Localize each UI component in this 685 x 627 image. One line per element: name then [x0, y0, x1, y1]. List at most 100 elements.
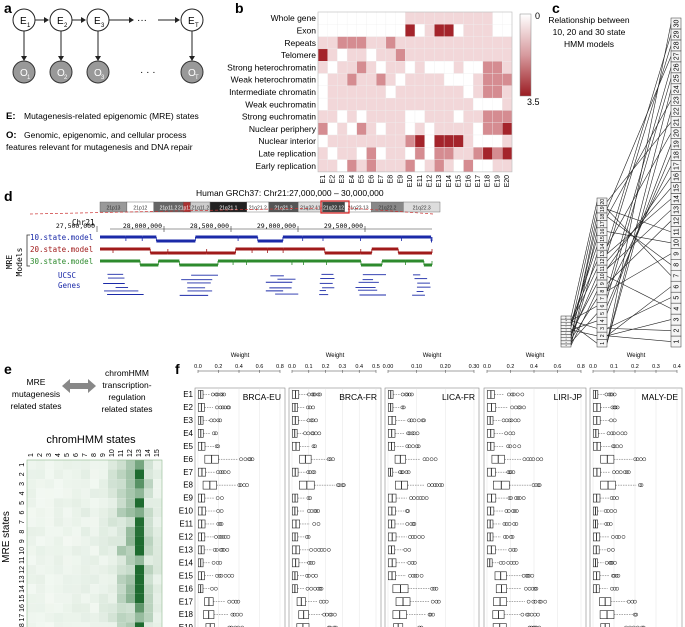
- e-heat-cell: [81, 545, 90, 556]
- e-heat-cell: [117, 507, 126, 518]
- heatmap-cell: [463, 61, 474, 74]
- heatmap-cell: [414, 73, 425, 86]
- box-outlier: [539, 599, 543, 604]
- state-box-label: 2: [673, 329, 680, 333]
- box-outlier: [312, 470, 317, 475]
- e-col-label: 13: [136, 449, 143, 457]
- e-heat-cell: [117, 479, 126, 489]
- e-heat-cell: [126, 498, 135, 508]
- e-heat-cell: [135, 517, 144, 527]
- e-col-label: 1: [28, 453, 35, 457]
- box-outlier: [531, 599, 536, 604]
- e-heat-cell: [45, 517, 54, 527]
- box-outlier: [212, 418, 217, 423]
- box-outlier: [322, 548, 327, 552]
- box-outlier: [234, 599, 238, 604]
- e-heat-cell: [90, 498, 99, 508]
- e-heat-cell: [81, 612, 90, 623]
- e-right-3: regulation: [108, 392, 146, 402]
- ideogram-band: [403, 201, 441, 213]
- heatmap-cell: [453, 24, 464, 37]
- heatmap-cell: [502, 97, 513, 111]
- e-heat-cell: [45, 593, 54, 604]
- box-outlier: [520, 612, 525, 617]
- state-box-label: 7: [600, 297, 606, 300]
- e-heat-cell: [99, 593, 108, 604]
- e-heat-cell: [72, 593, 81, 604]
- box-outlier: [503, 535, 507, 539]
- heatmap-cell: [346, 147, 357, 160]
- heatmap-cell: [482, 122, 493, 136]
- e-col-label: 11: [118, 450, 125, 457]
- e-heat-cell: [54, 536, 63, 546]
- state-node-label: E: [188, 16, 195, 27]
- heatmap-col-label: E19: [494, 175, 501, 188]
- heatmap-cell: [414, 36, 425, 50]
- track-30-state-label: 30.state.model: [30, 257, 93, 266]
- box-outlier: [512, 444, 517, 449]
- heatmap-cell: [473, 24, 484, 37]
- mapping-line: [606, 208, 672, 276]
- e-heat-cell: [45, 555, 54, 566]
- state-box-label: 10: [673, 239, 680, 247]
- e-heat-cell: [36, 526, 45, 537]
- box-outlier: [511, 431, 516, 436]
- cohort-panel: Weight 0.0 0.1 0.2 0.3 0.4 MALY-DE: [589, 353, 683, 627]
- heatmap-cell: [434, 159, 445, 173]
- heatmap-row-label: Weak heterochromatin: [231, 75, 317, 85]
- box-outlier: [421, 496, 425, 500]
- box-outlier: [226, 535, 231, 539]
- heatmap-cell: [434, 147, 445, 160]
- e-heat-cell: [108, 536, 117, 546]
- ideogram-band-label: 21q21.1: [219, 206, 237, 212]
- e-heat-cell: [117, 584, 126, 594]
- box-outlier: [416, 444, 421, 449]
- e-heat-cell: [153, 517, 162, 527]
- panel-b: b Whole gene Exon Repeats Telomere Strong he…: [227, 0, 540, 187]
- heatmap-cell: [376, 24, 387, 37]
- box-outlier: [404, 392, 408, 397]
- box-outlier: [316, 392, 321, 397]
- e-heat-cell: [99, 526, 108, 537]
- box-outlier: [306, 470, 311, 475]
- box-outlier: [417, 625, 422, 627]
- heatmap-row-label: Telomere: [281, 50, 316, 60]
- box-outlier: [512, 522, 517, 526]
- heatmap-cell: [414, 11, 425, 25]
- e-heat-cell: [36, 565, 45, 575]
- heatmap-cell: [482, 11, 493, 25]
- heatmap-cell: [337, 122, 348, 136]
- mapping-line: [606, 187, 672, 262]
- e-heat-cell: [126, 545, 135, 556]
- heatmap-cell: [424, 11, 435, 25]
- heatmap-cell: [327, 122, 338, 136]
- box-outlier: [521, 496, 526, 500]
- e-heat-cell: [54, 593, 63, 604]
- state-box-label: 4: [600, 319, 606, 322]
- box-outlier: [403, 548, 408, 552]
- box-outlier: [309, 560, 313, 565]
- e-heat-cell: [99, 603, 108, 613]
- e-col-label: 2: [37, 453, 44, 457]
- f-row-label: E1: [183, 390, 193, 399]
- box-outlier: [318, 586, 322, 591]
- state-box-label: 3: [673, 318, 680, 322]
- state-box-label: 2: [600, 334, 606, 337]
- e-heat-cell: [144, 507, 153, 518]
- box-outlier: [515, 392, 520, 397]
- box-outlier: [513, 548, 518, 552]
- chr-label: Chr21: [72, 218, 95, 227]
- box-outlier: [614, 573, 619, 578]
- state-box-label: 18: [673, 151, 680, 159]
- box-outlier: [219, 522, 224, 526]
- cohort-tick-label: 0.3: [339, 364, 347, 370]
- heatmap-cell: [337, 159, 348, 173]
- box-outlier: [511, 470, 516, 475]
- heatmap-col-labels: E1 E2 E3 E4 E5 E6 E7 E8 E9 E10 E11 E12 E13 E14 E15 E16 E…: [320, 175, 511, 188]
- heatmap-cell: [376, 134, 387, 148]
- heatmap-cell: [453, 147, 464, 160]
- heatmap-cell: [434, 110, 445, 123]
- e-heat-cell: [36, 507, 45, 518]
- heatmap-cell: [434, 134, 445, 148]
